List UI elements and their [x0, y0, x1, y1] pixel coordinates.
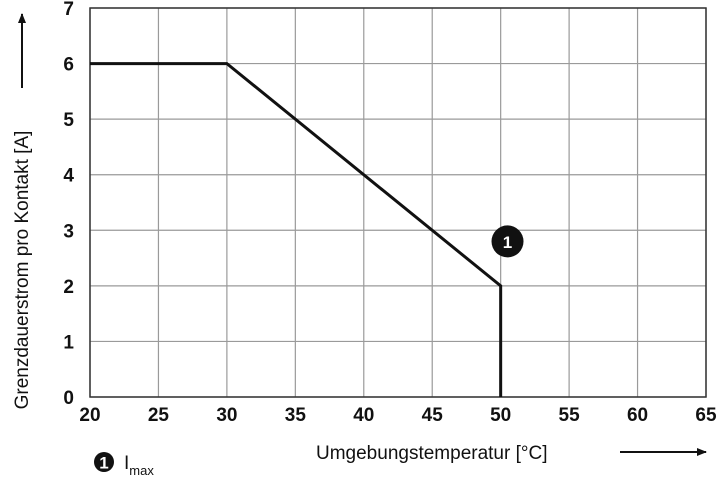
- x-axis-title-group: Umgebungstemperatur [°C]: [316, 443, 707, 464]
- y-tick-label: 5: [63, 110, 74, 131]
- legend-label-main: I: [124, 453, 129, 474]
- y-tick-label: 7: [63, 0, 74, 20]
- y-axis-title-group: Grenzdauerstrom pro Kontakt [A]: [12, 13, 33, 410]
- legend-label-sub: max: [129, 463, 154, 478]
- x-tick-label: 45: [422, 405, 444, 426]
- legend-label: Imax: [124, 453, 154, 478]
- y-tick-label: 1: [63, 332, 74, 353]
- y-tick-label: 4: [63, 166, 74, 187]
- x-tick-label: 25: [148, 405, 170, 426]
- y-tick-label: 2: [63, 277, 74, 298]
- series-layer: [90, 62, 503, 397]
- y-axis-title: Grenzdauerstrom pro Kontakt [A]: [12, 131, 33, 410]
- x-tick-label: 65: [695, 405, 717, 426]
- x-tick-label: 30: [216, 405, 237, 426]
- legend: 1 Imax: [94, 452, 154, 478]
- x-tick-label: 40: [353, 405, 374, 426]
- y-tick-label: 3: [63, 221, 74, 242]
- x-axis-title: Umgebungstemperatur [°C]: [316, 443, 547, 464]
- plot-border: [89, 7, 707, 398]
- legend-marker: [94, 452, 114, 472]
- annotations: 1: [491, 225, 524, 258]
- x-tick-label: 55: [559, 405, 581, 426]
- legend-marker-label: 1: [99, 454, 108, 473]
- annotation-marker-label: 1: [503, 233, 512, 252]
- x-tick-label: 20: [79, 405, 100, 426]
- derating-curve: [90, 62, 503, 397]
- y-tick-label: 0: [63, 388, 74, 409]
- y-tick-label: 6: [63, 55, 74, 76]
- x-tick-label: 50: [490, 405, 511, 426]
- annotation-marker: [491, 225, 524, 258]
- plot-frame: [89, 7, 707, 398]
- x-tick-label: 60: [627, 405, 648, 426]
- x-tick-label: 35: [285, 405, 307, 426]
